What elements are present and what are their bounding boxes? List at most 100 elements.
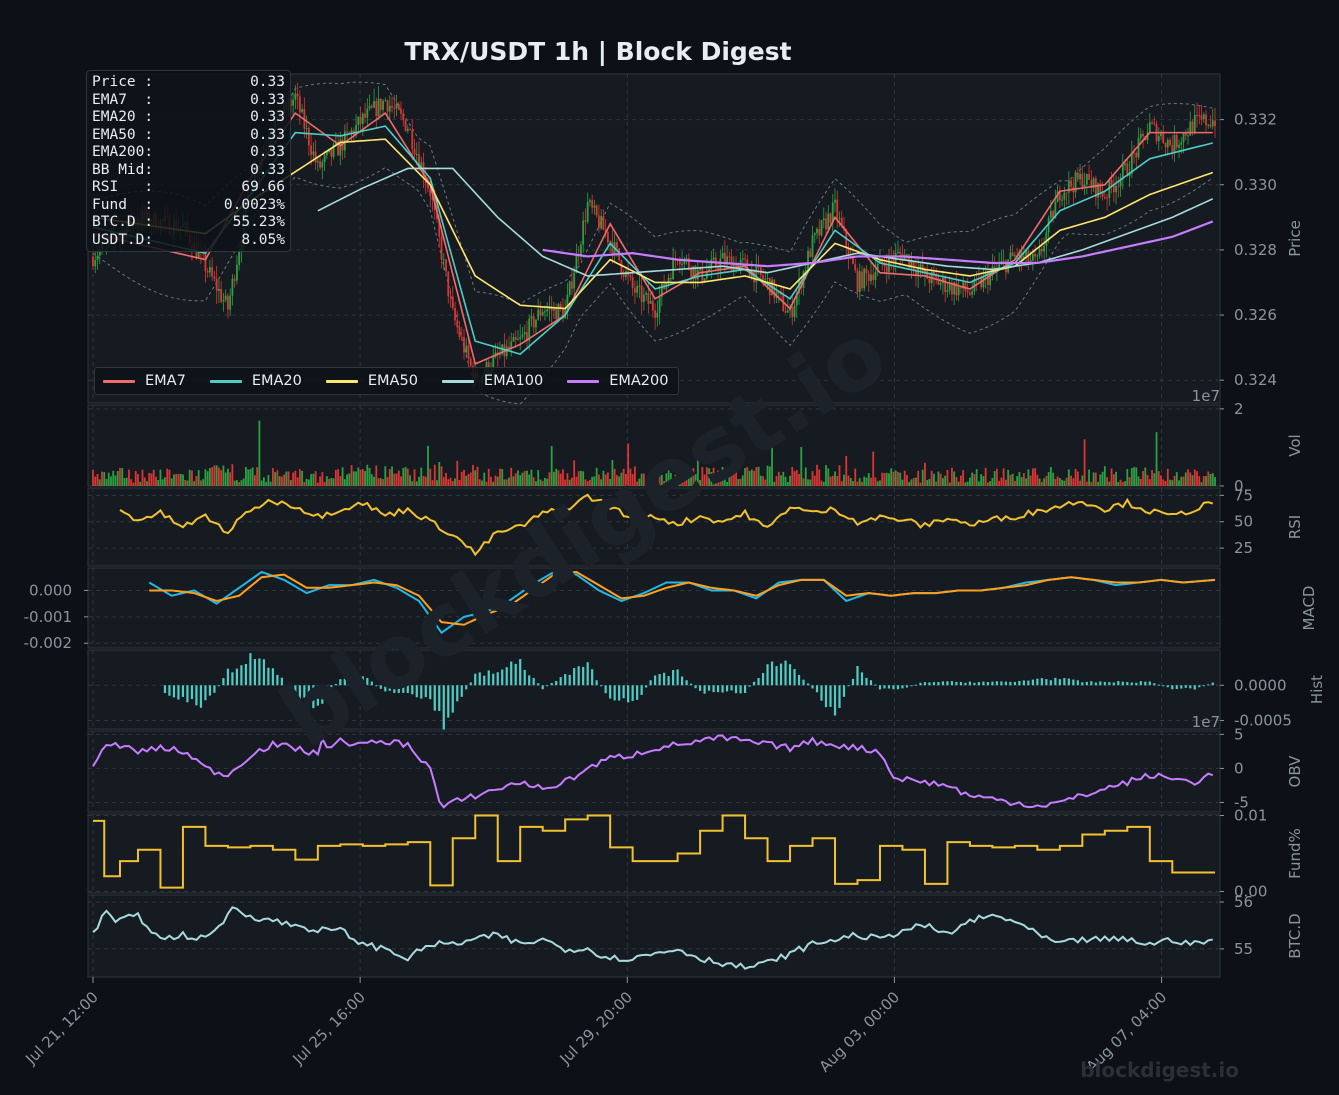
candle-body bbox=[1110, 179, 1113, 186]
volume-bar bbox=[687, 469, 690, 486]
histogram-bar bbox=[492, 673, 495, 686]
volume-bar bbox=[712, 467, 715, 486]
candle-body bbox=[656, 312, 659, 318]
volume-bar bbox=[571, 477, 573, 486]
histogram-bar bbox=[514, 663, 517, 686]
y-tick-label: 0.326 bbox=[1234, 306, 1277, 324]
volume-bar bbox=[865, 477, 868, 486]
volume-bar bbox=[845, 455, 848, 486]
candle-body bbox=[944, 277, 947, 293]
histogram-bar bbox=[1027, 680, 1030, 686]
histogram-bar bbox=[1004, 681, 1007, 686]
panel-fund: 0.00 0.01 Fund% bbox=[87, 807, 1304, 900]
candle-body bbox=[1166, 139, 1169, 148]
histogram-bar bbox=[505, 667, 508, 686]
y-tick-label: 50 bbox=[1234, 513, 1253, 531]
candle-body bbox=[429, 188, 432, 197]
legend-label: EMA100 bbox=[483, 373, 544, 389]
candle-body bbox=[377, 98, 380, 117]
volume-bar bbox=[274, 472, 277, 486]
candle-body bbox=[427, 183, 429, 189]
volume-bar bbox=[1106, 477, 1108, 486]
volume-bar bbox=[467, 474, 470, 486]
candle-body bbox=[1067, 180, 1070, 193]
histogram-bar bbox=[690, 683, 693, 686]
candle-body bbox=[712, 257, 715, 260]
candle-body bbox=[1124, 163, 1126, 165]
candle-body bbox=[465, 345, 468, 353]
volume-bar bbox=[753, 470, 755, 486]
volume-bar bbox=[602, 470, 605, 486]
histogram-bar bbox=[739, 685, 742, 694]
panel-background bbox=[87, 649, 1221, 730]
y-tick-label: 0 bbox=[1234, 759, 1244, 777]
histogram-bar bbox=[307, 685, 310, 704]
histogram-bar bbox=[276, 674, 279, 686]
candle-body bbox=[690, 268, 693, 277]
candle-body bbox=[858, 271, 861, 292]
candle-body bbox=[1135, 152, 1138, 158]
volume-bar bbox=[946, 469, 949, 486]
volume-bar bbox=[298, 469, 301, 486]
volume-bar bbox=[600, 479, 603, 486]
candle-body bbox=[1052, 211, 1055, 219]
volume-bar bbox=[656, 474, 659, 486]
volume-bar bbox=[937, 471, 940, 486]
volume-bar bbox=[1049, 466, 1052, 486]
volume-bar bbox=[128, 469, 130, 486]
histogram-bar bbox=[244, 664, 247, 686]
candle-body bbox=[710, 259, 713, 270]
candle-body bbox=[598, 215, 600, 229]
candle-body bbox=[933, 271, 935, 274]
volume-bar bbox=[463, 469, 465, 486]
candle-body bbox=[449, 296, 452, 298]
histogram-bar bbox=[532, 677, 535, 686]
volume-bar bbox=[256, 467, 259, 486]
volume-bar bbox=[121, 468, 124, 486]
volume-bar bbox=[442, 477, 445, 486]
candle-body bbox=[213, 276, 216, 279]
y-tick-label: 0.0000 bbox=[1234, 676, 1287, 694]
histogram-bar bbox=[1000, 681, 1003, 686]
histogram-bar bbox=[208, 685, 212, 696]
volume-bar bbox=[251, 467, 254, 486]
y-tick-label: 2 bbox=[1234, 400, 1244, 418]
candle-body bbox=[820, 220, 823, 236]
volume-bar bbox=[649, 482, 652, 486]
candle-body bbox=[530, 316, 533, 319]
candle-body bbox=[1119, 177, 1122, 187]
info-label: EMA200: bbox=[92, 144, 154, 160]
candle-body bbox=[519, 337, 522, 339]
panel-background bbox=[87, 487, 1221, 567]
volume-bar bbox=[1117, 482, 1120, 486]
candle-body bbox=[1058, 191, 1061, 201]
histogram-bar bbox=[1135, 682, 1138, 686]
histogram-bar bbox=[294, 685, 297, 697]
histogram-bar bbox=[707, 685, 711, 691]
volume-bar bbox=[953, 471, 956, 486]
histogram-bar bbox=[267, 667, 270, 686]
volume-bar bbox=[834, 471, 836, 486]
candle-body bbox=[804, 269, 807, 272]
volume-bar bbox=[379, 478, 382, 486]
volume-bar bbox=[1205, 476, 1207, 486]
volume-bar bbox=[415, 481, 418, 486]
candle-body bbox=[1182, 133, 1185, 143]
candle-body bbox=[699, 267, 701, 271]
histogram-bar bbox=[815, 685, 819, 693]
candle-body bbox=[811, 235, 814, 257]
volume-bar bbox=[289, 480, 292, 486]
volume-bar bbox=[604, 474, 607, 486]
candle-body bbox=[739, 259, 742, 264]
histogram-bar bbox=[964, 682, 967, 686]
volume-bar bbox=[101, 471, 103, 486]
candle-body bbox=[998, 264, 1001, 268]
volume-bar bbox=[519, 475, 522, 486]
legend: EMA7 EMA20 EMA50 EMA100 EMA200 bbox=[94, 367, 680, 395]
histogram-bar bbox=[752, 681, 756, 686]
histogram-bar bbox=[231, 672, 234, 686]
volume-bar bbox=[332, 478, 335, 486]
candle-body bbox=[566, 294, 569, 310]
volume-bar bbox=[1094, 472, 1097, 486]
candle-body bbox=[397, 104, 400, 110]
